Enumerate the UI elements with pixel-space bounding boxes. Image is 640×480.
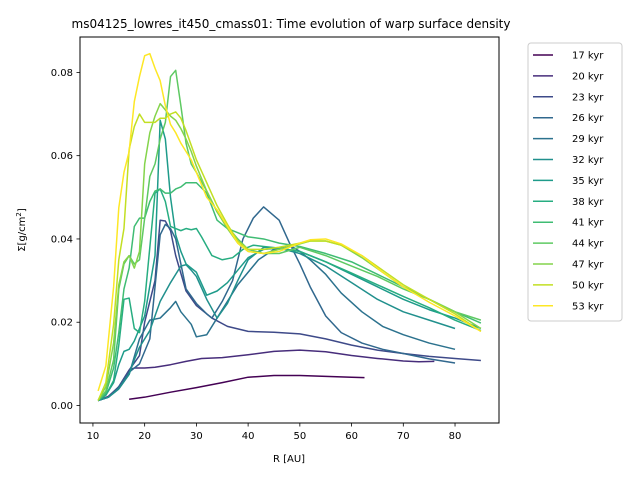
x-tick-label: 80 [449,431,462,442]
series-line-23-kyr [97,219,481,402]
y-axis-ticks: 0.00 0.02 0.04 0.06 0.08 [51,68,80,412]
legend-label: 26 kyr [572,113,604,124]
legend-label: 50 kyr [572,280,604,291]
x-axis-ticks: 10 20 30 40 50 60 70 80 [87,423,462,442]
legend-label: 32 kyr [572,155,604,166]
legend-label: 29 kyr [572,134,604,145]
legend-label: 47 kyr [572,260,604,271]
legend-label: 23 kyr [572,92,604,103]
series-line-26-kyr [97,206,456,402]
legend-label: 38 kyr [572,197,604,208]
y-tick-label: 0.04 [51,234,73,245]
y-axis-label-exponent: 2 [15,212,23,216]
legend-label: 53 kyr [572,301,604,312]
x-tick-label: 50 [293,431,306,442]
series-line-44-kyr [97,69,482,401]
x-tick-label: 70 [397,431,410,442]
series-line-53-kyr [97,52,482,392]
series-layer [97,52,482,402]
legend-label: 20 kyr [572,71,604,82]
axes-frame [79,36,500,424]
y-axis-label: Σ[g/cm2] [15,208,28,252]
legend-label: 41 kyr [572,218,604,229]
x-tick-label: 20 [138,431,151,442]
y-tick-label: 0.02 [51,318,73,329]
chart-title: ms04125_lowres_it450_cmass01: Time evolu… [72,17,511,31]
y-tick-label: 0.00 [51,401,73,412]
x-axis-label: R [AU] [273,454,305,465]
legend-frame [527,42,623,322]
series-line-35-kyr [97,119,482,402]
y-tick-label: 0.06 [51,151,73,162]
legend-label: 17 kyr [572,51,604,62]
legend: 17 kyr 20 kyr 23 kyr 26 kyr 29 kyr 32 kyr 35 k… [527,42,623,322]
legend-entries: 17 kyr 20 kyr 23 kyr 26 kyr 29 kyr 32 kyr 35 k… [533,51,604,312]
legend-label: 35 kyr [572,176,604,187]
series-line-41-kyr [97,181,482,402]
series-line-38-kyr [97,188,482,402]
x-tick-label: 60 [345,431,358,442]
series-line-32-kyr [97,246,456,402]
x-tick-label: 40 [242,431,255,442]
legend-label: 44 kyr [572,239,604,250]
y-tick-label: 0.08 [51,68,73,79]
x-tick-label: 10 [87,431,100,442]
plot-area: 10 20 30 40 50 60 70 80 0.00 0.02 0.04 0.06 0.08 [51,36,500,442]
series-line-17-kyr [129,374,365,401]
y-axis-label-close: ] [17,208,28,212]
series-line-50-kyr [97,111,482,401]
y-axis-label-main: Σ[g/cm [17,217,28,252]
x-tick-label: 30 [190,431,203,442]
